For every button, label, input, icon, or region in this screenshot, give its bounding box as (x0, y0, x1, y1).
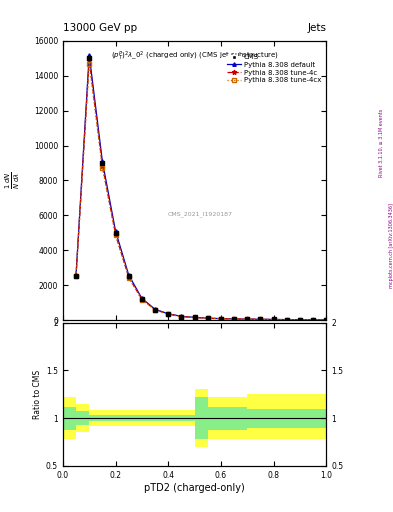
Text: mcplots.cern.ch [arXiv:1306.3436]: mcplots.cern.ch [arXiv:1306.3436] (389, 203, 393, 288)
Text: $\frac{1}{N}\frac{dN}{d\lambda}$: $\frac{1}{N}\frac{dN}{d\lambda}$ (4, 172, 22, 189)
Text: CMS_2021_I1920187: CMS_2021_I1920187 (167, 211, 232, 217)
Text: Jets: Jets (307, 23, 326, 33)
Text: 13000 GeV pp: 13000 GeV pp (63, 23, 137, 33)
X-axis label: pTD2 (charged-only): pTD2 (charged-only) (144, 482, 245, 493)
Legend: CMS, Pythia 8.308 default, Pythia 8.308 tune-4c, Pythia 8.308 tune-4cx: CMS, Pythia 8.308 default, Pythia 8.308 … (226, 53, 323, 85)
Text: Rivet 3.1.10, ≥ 3.1M events: Rivet 3.1.10, ≥ 3.1M events (379, 109, 384, 178)
Y-axis label: Ratio to CMS: Ratio to CMS (33, 370, 42, 419)
Text: $(p_T^P)^2\lambda\_0^2$ (charged only) (CMS jet substructure): $(p_T^P)^2\lambda\_0^2$ (charged only) (… (110, 49, 279, 62)
